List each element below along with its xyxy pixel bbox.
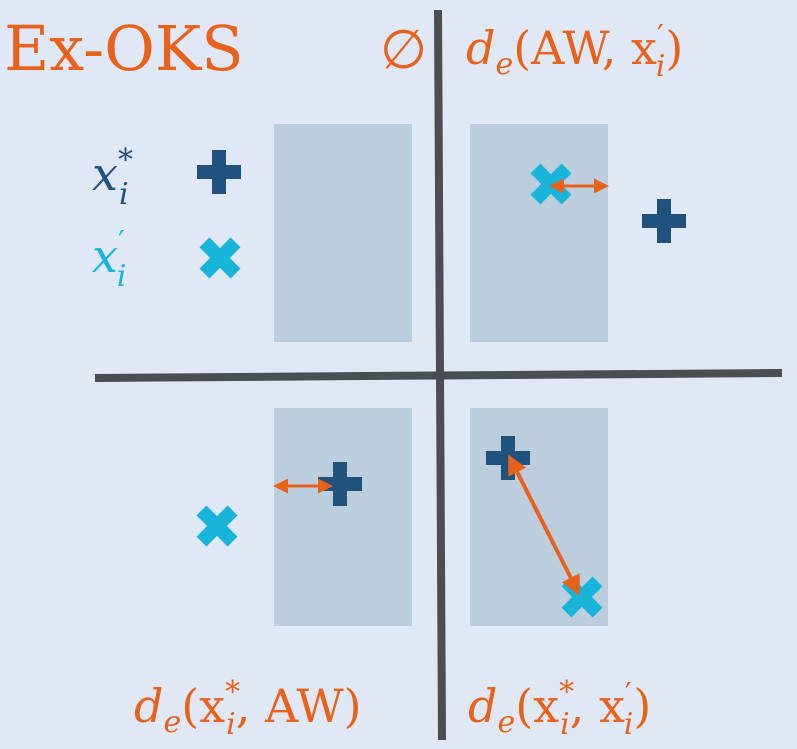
legend-label-prediction: x′ i: [92, 225, 126, 294]
label-bottom-right: de(x* i, x′ i): [468, 675, 651, 742]
box-top-left: [274, 124, 412, 342]
label-top-left: ∅: [380, 18, 427, 81]
horizontal-axis: [94, 369, 783, 382]
label-top-right: de(AW, x′ i): [466, 19, 683, 84]
cross-icon: [196, 505, 238, 547]
box-bottom-left: [274, 408, 412, 626]
plus-icon: [642, 199, 686, 243]
cross-icon: [199, 237, 241, 279]
title: Ex-OKS: [4, 12, 244, 85]
label-bottom-left: de(x* i, AW): [134, 675, 362, 742]
legend-label-ground-truth: x* i: [92, 143, 133, 212]
plus-icon: [197, 150, 241, 194]
box-top-right: [470, 124, 608, 342]
distance-arrow-bottom-right: [508, 454, 580, 596]
